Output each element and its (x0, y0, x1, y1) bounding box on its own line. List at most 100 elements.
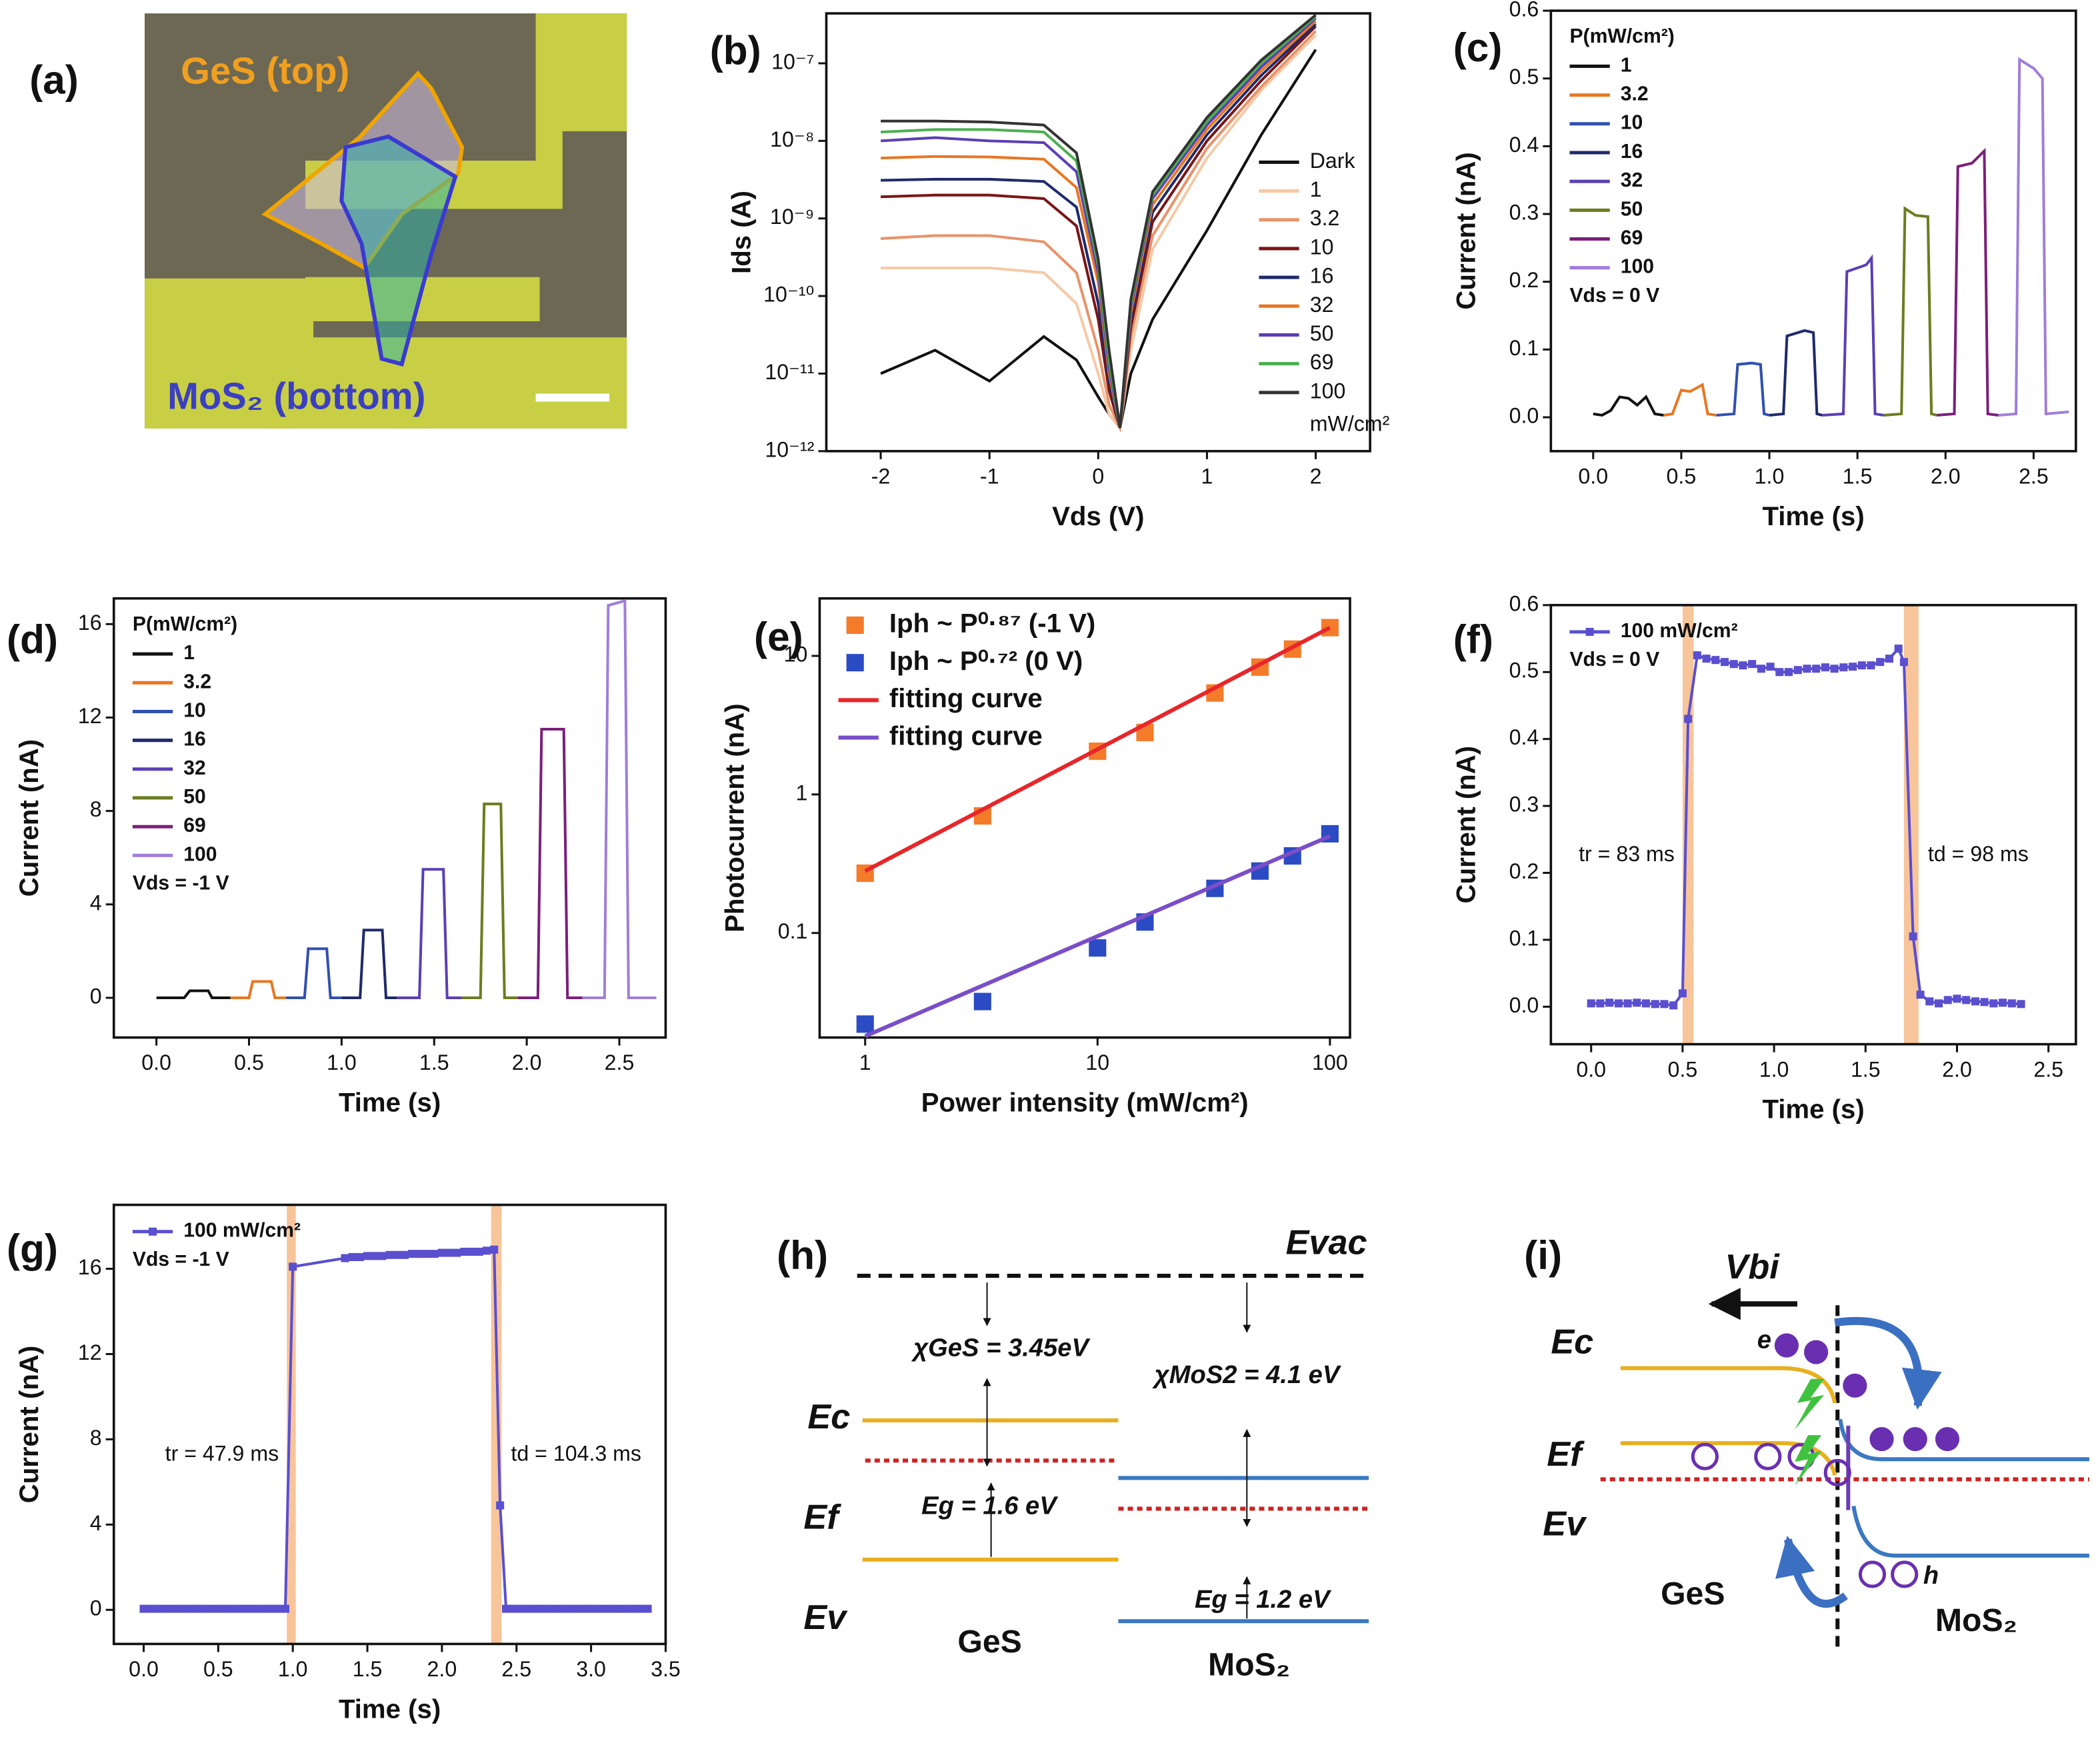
data-point (400, 1250, 409, 1259)
data-point (554, 1604, 563, 1613)
y-tick-label: 10⁻¹¹ (765, 360, 814, 384)
data-point (1641, 999, 1651, 1008)
legend-label: 100 (183, 843, 217, 865)
data-point (1748, 660, 1757, 669)
scale-bar (535, 393, 610, 402)
data-point (229, 1604, 237, 1613)
material-label: GeS (957, 1624, 1021, 1660)
y-tick-label: 0 (90, 1596, 102, 1620)
series-line (881, 23, 1317, 429)
legend-note: Vds = -1 V (133, 1248, 229, 1270)
y-axis-title: Ids (A) (727, 191, 757, 274)
legend-label: 100 mW/cm² (183, 1220, 301, 1242)
x-tick-label: 1.5 (419, 1050, 449, 1074)
x-tick-label: 2.0 (1942, 1057, 1972, 1081)
legend-label: 1 (183, 642, 195, 664)
data-point (415, 1250, 424, 1258)
data-point (606, 1604, 615, 1613)
y-tick-label: 4 (90, 890, 102, 914)
series-line (156, 989, 231, 1000)
chart: (e) 1 10 100 0.1 1 10 Power intensity (mW/cm²) P… (720, 597, 1351, 1118)
y-tick-label: 0.6 (1509, 591, 1539, 615)
band-edge (1838, 1418, 2089, 1462)
series-line (881, 13, 1317, 429)
series-line (881, 20, 1317, 429)
y-tick-label: 0.0 (1509, 993, 1539, 1017)
series-line (880, 17, 1317, 429)
y-tick-label: 0.4 (1509, 133, 1539, 157)
panel-label: (d) (7, 617, 58, 662)
plot-area (1587, 645, 2025, 1010)
data-point (599, 1604, 607, 1613)
plot-frame (825, 12, 1371, 453)
level-label: Ef (1547, 1435, 1585, 1474)
transfer-arrow (1834, 1316, 1942, 1410)
legend-label: 1 (1310, 177, 1322, 201)
x-tick-label: 3.5 (651, 1657, 681, 1681)
y-axis-title: Current (nA) (1451, 152, 1481, 309)
x-tick-label: 0.0 (141, 1050, 171, 1074)
x-tick-label: 1 (1201, 465, 1213, 489)
y-tick-label: 0.1 (1509, 926, 1539, 950)
legend-label: 69 (1621, 227, 1643, 249)
x-tick-label: 0.5 (1668, 1057, 1698, 1081)
material-label: GeS (1661, 1576, 1725, 1612)
data-point (467, 1247, 476, 1256)
data-point (591, 1604, 600, 1613)
highlight-span (287, 1204, 296, 1644)
data-point (1720, 658, 1729, 667)
plot-area (880, 13, 1317, 433)
x-tick-label: 0.5 (1667, 465, 1697, 489)
data-point (509, 1604, 518, 1613)
data-point (385, 1250, 394, 1259)
series-line (143, 1248, 648, 1610)
series-line (286, 947, 342, 1000)
data-point (1785, 668, 1793, 677)
x-axis-title: Time (s) (1762, 1094, 1864, 1124)
legend-label: 50 (1310, 321, 1334, 345)
data-point (1596, 999, 1605, 1008)
legend-label: 50 (183, 786, 206, 808)
data-point (1899, 658, 1908, 667)
annotation: td = 104.3 ms (511, 1442, 641, 1466)
panel-label: (h) (777, 1232, 828, 1278)
data-point (629, 1604, 637, 1613)
band-edge (1620, 1441, 1837, 1476)
series-line (864, 625, 1331, 873)
data-point (1935, 999, 1943, 1008)
data-point (199, 1604, 208, 1613)
y-axis-title: Current (nA) (1451, 746, 1481, 903)
y-tick-label: 10⁻⁷ (771, 49, 814, 73)
field-label: Vbi (1725, 1248, 1781, 1286)
y-tick-label: 0.5 (1509, 65, 1539, 89)
legend-label: 16 (1621, 141, 1643, 163)
affinity-label: χMoS2 = 4.1 eV (1152, 1360, 1342, 1389)
affinity-label: χGeS = 3.45eV (911, 1334, 1091, 1362)
plot-area (1593, 57, 2069, 417)
data-point (517, 1604, 525, 1613)
data-point (539, 1604, 548, 1613)
data-point (1775, 668, 1784, 677)
y-tick-label: 10⁻¹⁰ (763, 283, 814, 307)
data-point (1909, 932, 1917, 940)
y-tick-label: 10⁻⁸ (770, 127, 814, 151)
micrograph: (a) GeS (top) MoS₂ (bottom) (29, 13, 627, 429)
panel-label: (i) (1524, 1232, 1562, 1278)
legend-label: Iph ~ P⁰·⁷² (0 V) (889, 646, 1083, 676)
x-tick-label: 2 (1310, 465, 1322, 489)
data-point (281, 1604, 290, 1613)
legend-label: 3.2 (183, 671, 211, 693)
data-point (341, 1254, 349, 1262)
series-line (881, 34, 1317, 431)
annotation: tr = 83 ms (1579, 842, 1675, 866)
chart: (g) 0.0 0.5 1.0 1.5 2.0 2.5 3.0 3.5 0 4 8 12 16 Time (… (7, 1203, 681, 1724)
annotation: tr = 47.9 ms (165, 1442, 279, 1466)
data-point (214, 1604, 223, 1613)
y-tick-label: 0.2 (1509, 859, 1539, 883)
data-point (244, 1604, 253, 1613)
electrode (305, 13, 627, 209)
legend-note: Vds = 0 V (1569, 285, 1659, 307)
legend-label: 16 (1310, 264, 1334, 288)
series-line (880, 30, 1317, 433)
series-line (1591, 646, 2021, 1007)
